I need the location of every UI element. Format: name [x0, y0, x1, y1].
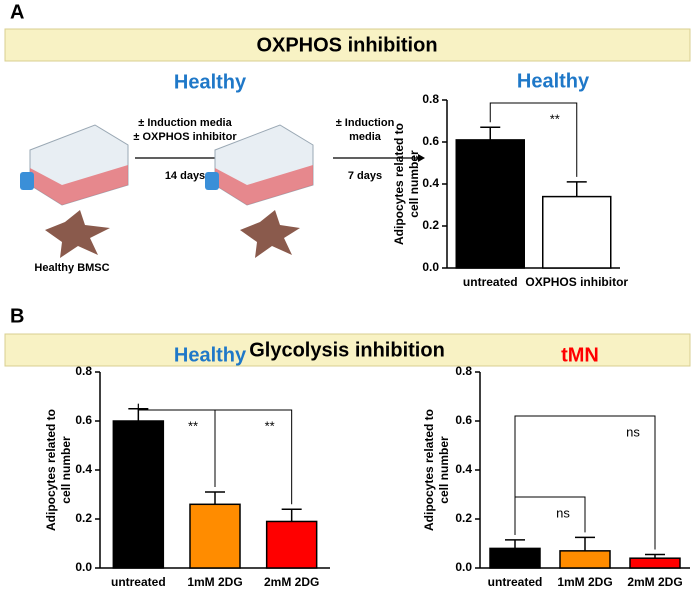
y-axis-label: Adipocytes related to — [422, 409, 436, 531]
significance-label: ** — [550, 111, 560, 126]
step-text: ± Induction — [336, 117, 395, 129]
significance-bracket — [514, 415, 656, 550]
caption: Healthy BMSC — [34, 262, 109, 274]
flask — [205, 124, 314, 206]
banner-text: OXPHOS inhibition — [256, 34, 437, 56]
panel-label: B — [10, 305, 24, 327]
y-tick-label: 0.8 — [455, 364, 472, 378]
bar — [189, 503, 241, 569]
cell-icon — [240, 210, 300, 258]
y-tick-label: 0.4 — [455, 462, 472, 476]
bar — [629, 557, 681, 569]
bar — [112, 420, 165, 569]
chart-title: Healthy — [174, 344, 247, 366]
step-duration: 7 days — [348, 170, 382, 182]
bar — [542, 195, 612, 269]
flask — [20, 124, 129, 206]
y-tick-label: 0.0 — [455, 560, 472, 574]
x-tick-label: 1mM 2DG — [187, 575, 242, 589]
banner — [4, 333, 691, 367]
y-axis-label: Adipocytes related to — [392, 123, 406, 245]
x-tick-label: 1mM 2DG — [557, 575, 612, 589]
y-axis-label: Adipocytes related to — [44, 409, 58, 531]
cell-icon — [45, 210, 110, 258]
y-tick-label: 0.6 — [75, 413, 92, 427]
banner — [4, 28, 691, 62]
significance-bracket — [514, 496, 586, 535]
significance-bracket — [489, 102, 578, 177]
panel-label: A — [10, 1, 24, 23]
step-duration: 14 days — [165, 170, 205, 182]
step-text: media — [349, 131, 382, 143]
y-tick-label: 0.0 — [75, 560, 92, 574]
y-tick-label: 0.6 — [422, 134, 439, 148]
y-tick-label: 0.4 — [422, 176, 439, 190]
y-tick-label: 0.6 — [455, 413, 472, 427]
x-tick-label: untreated — [463, 275, 518, 289]
y-tick-label: 0.2 — [75, 511, 92, 525]
significance-label: ** — [265, 418, 275, 433]
x-tick-label: untreated — [488, 575, 543, 589]
x-tick-label: OXPHOS inhibitor — [525, 275, 628, 289]
chart-title: tMN — [561, 344, 599, 366]
step-text: ± Induction media — [138, 117, 232, 129]
x-tick-label: untreated — [111, 575, 166, 589]
y-axis-label: cell number — [437, 436, 451, 504]
x-tick-label: 2mM 2DG — [264, 575, 319, 589]
bar — [265, 520, 318, 569]
diagram-title: Healthy — [174, 71, 247, 93]
step-text: ± OXPHOS inhibitor — [133, 131, 237, 143]
x-tick-label: 2mM 2DG — [627, 575, 682, 589]
significance-bracket — [137, 403, 293, 505]
y-axis-label: cell number — [407, 150, 421, 218]
y-tick-label: 0.8 — [422, 92, 439, 106]
y-tick-label: 0.4 — [75, 462, 92, 476]
chart-title: Healthy — [517, 70, 590, 92]
y-tick-label: 0.8 — [75, 364, 92, 378]
significance-label: ns — [626, 424, 640, 439]
y-tick-label: 0.0 — [422, 260, 439, 274]
y-tick-label: 0.2 — [422, 218, 439, 232]
y-tick-label: 0.2 — [455, 511, 472, 525]
significance-label: ns — [556, 505, 570, 520]
significance-label: ** — [188, 418, 198, 433]
y-axis-label: cell number — [59, 436, 73, 504]
bar — [559, 550, 611, 569]
banner-text: Glycolysis inhibition — [249, 339, 445, 361]
bar — [455, 139, 525, 269]
bar — [489, 547, 541, 569]
arrow-head — [418, 154, 425, 162]
